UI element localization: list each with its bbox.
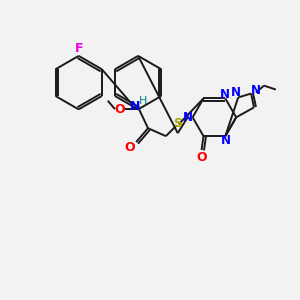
Text: O: O — [196, 152, 207, 164]
Text: H: H — [139, 97, 147, 106]
Text: N: N — [231, 86, 241, 99]
Text: N: N — [183, 111, 193, 124]
Text: N: N — [221, 134, 231, 147]
Text: O: O — [114, 103, 124, 116]
Text: F: F — [74, 42, 83, 56]
Text: N: N — [130, 100, 140, 113]
Text: N: N — [220, 88, 230, 101]
Text: S: S — [173, 117, 182, 130]
Text: O: O — [124, 140, 134, 154]
Text: N: N — [251, 84, 261, 97]
